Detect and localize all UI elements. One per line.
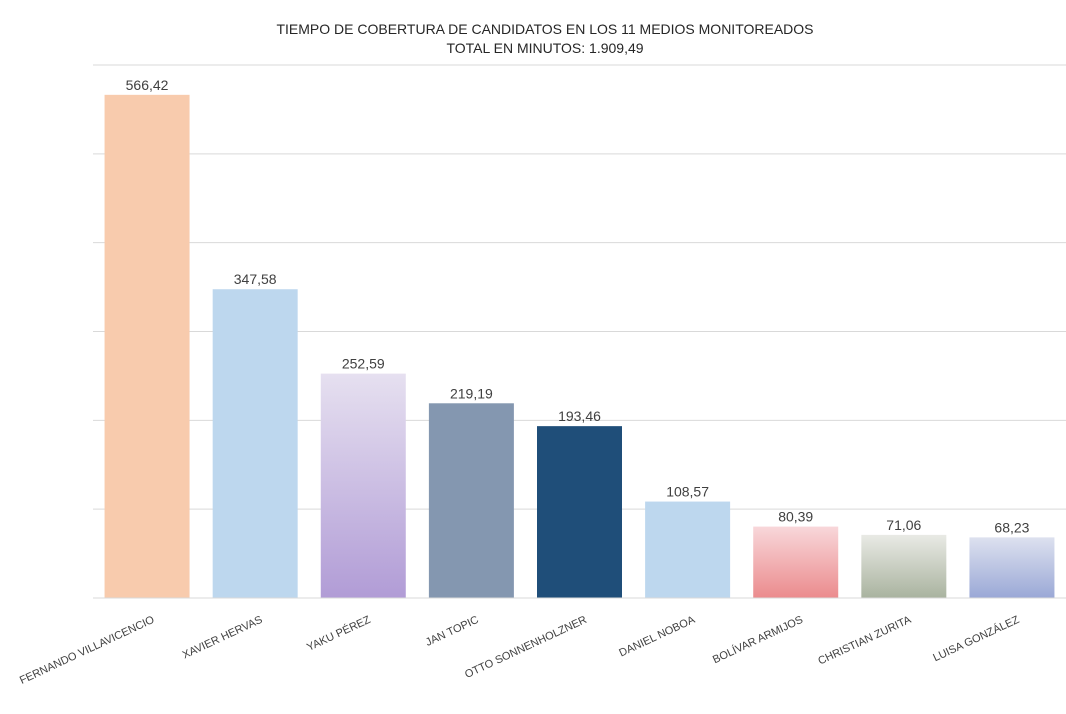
bar-8	[861, 534, 947, 598]
chart-subtitle: TOTAL EN MINUTOS: 1.909,49	[446, 40, 643, 56]
category-label: BOLÍVAR ARMIJOS	[710, 613, 805, 666]
bar-9	[969, 537, 1055, 598]
value-label: 252,59	[342, 356, 385, 372]
category-label: LUISA GONZÁLEZ	[931, 613, 1022, 664]
value-labels: 566,42 347,58 252,59 219,19 193,46 108,57 80,3…	[126, 77, 1030, 536]
category-labels: FERNANDO VILLAVICENCIO XAVIER HERVAS YAKU …	[18, 613, 1022, 687]
category-label: DANIEL NOBOA	[617, 614, 697, 660]
category-label: YAKU PÉREZ	[305, 613, 373, 654]
bar-6	[645, 501, 731, 598]
value-label: 347,58	[234, 271, 277, 287]
bar-1	[104, 94, 190, 598]
value-label: 193,46	[558, 408, 601, 424]
category-label: CHRISTIAN ZURITA	[816, 614, 913, 668]
bars	[104, 94, 1055, 598]
value-label: 108,57	[666, 484, 709, 500]
category-label: OTTO SONNENHOLZNER	[463, 614, 589, 681]
value-label: 80,39	[778, 509, 813, 525]
category-label: XAVIER HERVAS	[181, 614, 265, 662]
bar-3	[320, 373, 406, 598]
value-label: 566,42	[126, 77, 169, 93]
bar-5	[537, 426, 622, 598]
category-label: JAN TOPIC	[424, 614, 481, 649]
bar-2	[212, 289, 298, 598]
value-label: 219,19	[450, 385, 493, 401]
category-label: FERNANDO VILLAVICENCIO	[18, 614, 157, 687]
chart-title: TIEMPO DE COBERTURA DE CANDIDATOS EN LOS…	[276, 21, 813, 37]
bar-7	[753, 526, 839, 598]
value-label: 71,06	[886, 517, 921, 533]
bar-4	[428, 403, 514, 598]
value-label: 68,23	[994, 519, 1029, 535]
